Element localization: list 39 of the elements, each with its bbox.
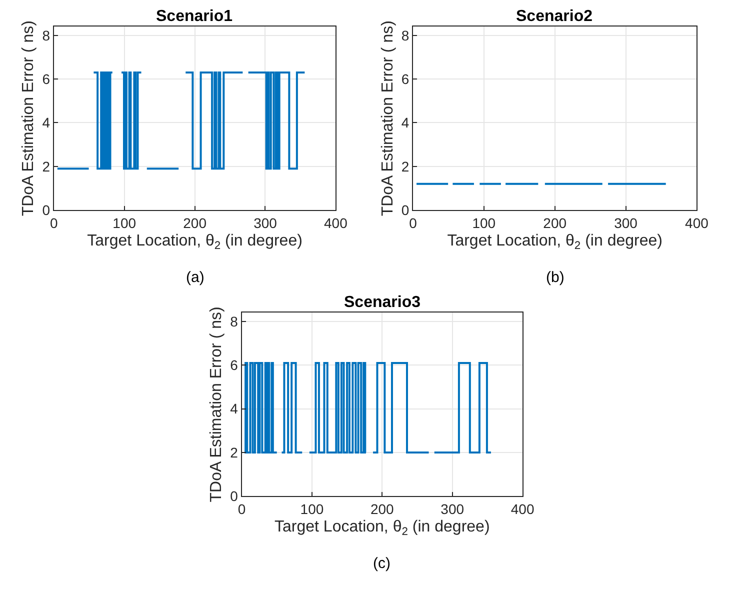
x-tick-label: 100 [300, 500, 324, 517]
x-tick-label: 400 [324, 214, 348, 231]
x-tick-label: 400 [510, 500, 534, 517]
y-axis-title: TDoA Estimation Error ( ns) [379, 20, 396, 216]
x-tick-label: 100 [472, 214, 496, 231]
x-axis-title: Target Location, θ$_{2}$ (in degree) [274, 518, 490, 538]
y-tick-label: 2 [42, 158, 50, 174]
chart-title: Scenario1 [156, 8, 233, 25]
x-tick-label: 200 [370, 500, 394, 517]
y-tick-label: 6 [230, 357, 238, 374]
y-tick-label: 8 [42, 27, 50, 44]
text: (a) [186, 269, 204, 286]
chart-title: Scenario2 [516, 8, 593, 25]
x-tick-label: 200 [183, 214, 207, 231]
y-tick-label: 6 [42, 70, 50, 87]
y-tick-label: 8 [401, 27, 410, 44]
x-axis-title: Target Location, θ$_{2}$ (in degree) [87, 232, 302, 252]
y-tick-label: 2 [401, 158, 410, 174]
text: (b) [546, 269, 564, 286]
x-tick-label: 200 [543, 214, 567, 231]
y-tick-label: 0 [42, 202, 50, 218]
x-tick-label: 300 [254, 214, 278, 231]
chart-title: Scenario3 [344, 294, 421, 311]
y-tick-label: 6 [401, 70, 410, 87]
x-axis-title: Target Location, θ$_{2}$ (in degree) [447, 232, 662, 252]
text: (c) [373, 555, 390, 572]
x-tick-label: 100 [112, 214, 136, 231]
y-tick-label: 8 [230, 313, 238, 330]
y-axis-title: TDoA Estimation Error ( ns) [208, 306, 226, 502]
x-tick-label: 300 [614, 214, 638, 231]
x-tick-label: 300 [440, 500, 464, 517]
y-tick-label: 4 [401, 114, 410, 131]
y-tick-label: 4 [230, 400, 238, 417]
y-tick-label: 2 [230, 444, 238, 460]
x-tick-label: 400 [685, 214, 709, 231]
y-tick-label: 0 [230, 488, 238, 504]
y-tick-label: 0 [401, 202, 410, 218]
y-axis-title: TDoA Estimation Error ( ns) [20, 20, 38, 216]
y-tick-label: 4 [42, 114, 50, 131]
